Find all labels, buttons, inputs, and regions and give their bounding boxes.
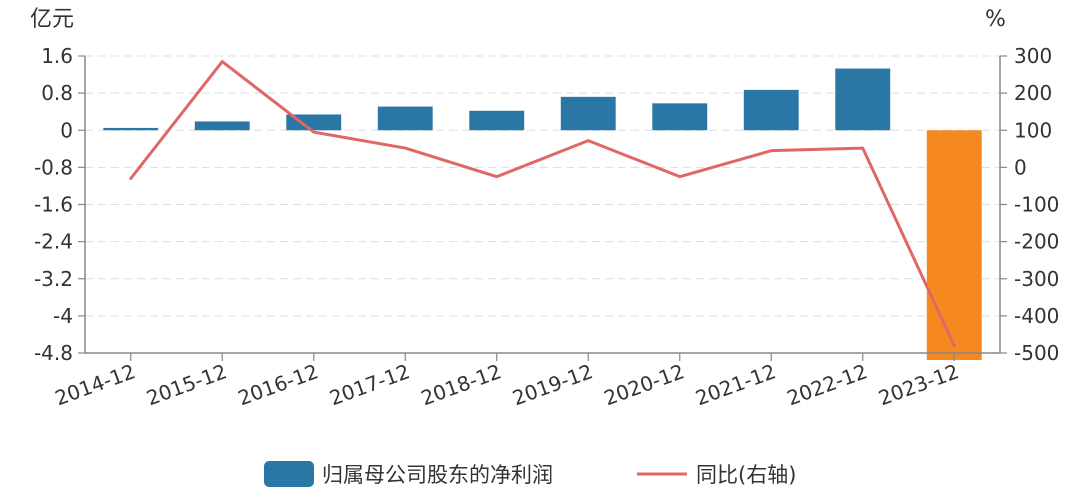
left-tick-label: -4.8: [34, 341, 73, 365]
bar: [743, 89, 799, 131]
x-tick-label: 2022-12: [784, 359, 871, 410]
x-tick-label: 2016-12: [235, 359, 322, 410]
left-tick-label: 0: [60, 118, 73, 142]
left-tick-label: 0.8: [41, 81, 73, 105]
legend-label-line: 同比(右轴): [696, 463, 796, 487]
right-tick-label: 100: [1014, 118, 1052, 142]
left-tick-label: -0.8: [34, 155, 73, 179]
right-tick-label: -500: [1014, 341, 1059, 365]
bar: [377, 106, 433, 131]
bar: [652, 103, 708, 131]
left-tick-label: -3.2: [34, 267, 73, 291]
x-tick-label: 2015-12: [143, 359, 230, 410]
bar-series: [103, 68, 982, 360]
x-tick-label: 2023-12: [875, 359, 962, 410]
right-tick-label: -400: [1014, 304, 1059, 328]
bar: [194, 121, 250, 131]
left-axis-ticks: 1.6 0.8 0 -0.8 -1.6 -2.4 -3.2 -4 -4.8: [34, 44, 85, 365]
legend-label-bar: 归属母公司股东的净利润: [322, 463, 553, 487]
line-series: [129, 60, 956, 348]
bar: [560, 96, 616, 131]
bar: [835, 68, 891, 131]
right-tick-label: -100: [1014, 193, 1059, 217]
x-tick-label: 2014-12: [52, 359, 139, 410]
right-tick-label: -200: [1014, 230, 1059, 254]
bar: [926, 130, 982, 360]
x-tick-label: 2019-12: [509, 359, 596, 410]
bar: [103, 127, 159, 131]
left-tick-label: -4: [53, 304, 73, 328]
bar: [469, 110, 525, 131]
line-series-path: [129, 60, 956, 348]
left-tick-label: -2.4: [34, 230, 73, 254]
bar: [286, 114, 342, 131]
right-axis-ticks: 300 200 100 0 -100 -200 -300 -400 -500: [1000, 44, 1059, 365]
x-tick-label: 2020-12: [601, 359, 688, 410]
right-tick-label: 300: [1014, 44, 1052, 68]
legend: 归属母公司股东的净利润 同比(右轴): [264, 461, 796, 487]
legend-swatch-bar: [264, 461, 314, 487]
right-tick-label: -300: [1014, 267, 1059, 291]
right-axis-unit: %: [985, 7, 1006, 32]
right-tick-label: 200: [1014, 81, 1052, 105]
x-axis-ticks: 2014-12 2015-12 2016-12 2017-12 2018-12 2019-…: [52, 353, 962, 410]
left-tick-label: 1.6: [41, 44, 73, 68]
left-tick-label: -1.6: [34, 193, 73, 217]
left-axis-unit: 亿元: [30, 7, 74, 32]
x-tick-label: 2018-12: [418, 359, 505, 410]
right-tick-label: 0: [1014, 155, 1027, 179]
x-tick-label: 2017-12: [326, 359, 413, 410]
x-tick-label: 2021-12: [692, 359, 779, 410]
